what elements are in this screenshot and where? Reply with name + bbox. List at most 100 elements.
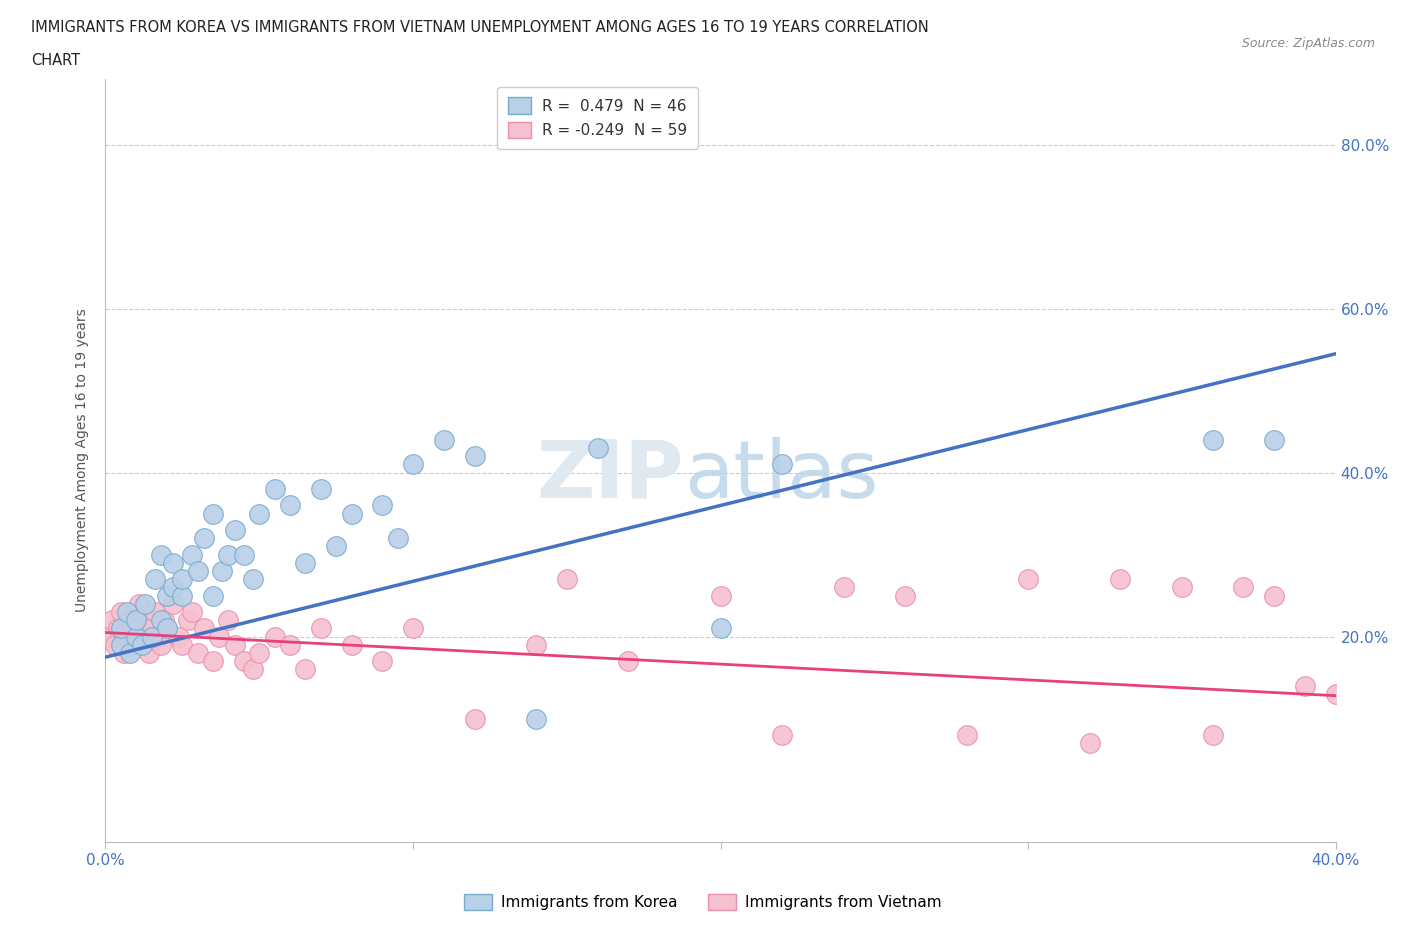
Point <box>218 547 240 562</box>
Point <box>131 630 153 644</box>
Point <box>149 637 172 652</box>
Point <box>143 572 166 587</box>
Point <box>202 654 225 669</box>
Point <box>172 588 194 603</box>
Point <box>141 630 163 644</box>
Point <box>371 654 394 669</box>
Point <box>143 604 166 619</box>
Point <box>263 482 285 497</box>
Point <box>555 572 578 587</box>
Point <box>1324 686 1347 701</box>
Point <box>232 547 254 562</box>
Point <box>433 432 456 447</box>
Text: CHART: CHART <box>31 53 80 68</box>
Point <box>153 613 176 628</box>
Point <box>263 630 285 644</box>
Point <box>110 621 132 636</box>
Point <box>232 654 254 669</box>
Point <box>208 630 231 644</box>
Point <box>387 531 409 546</box>
Point <box>162 580 184 595</box>
Point <box>224 523 246 538</box>
Point <box>242 572 264 587</box>
Point <box>187 564 209 578</box>
Point <box>278 637 301 652</box>
Point <box>156 588 179 603</box>
Point <box>115 604 138 619</box>
Point <box>464 449 486 464</box>
Point <box>1263 432 1285 447</box>
Point <box>202 588 225 603</box>
Text: atlas: atlas <box>683 436 877 514</box>
Point <box>309 482 332 497</box>
Point <box>125 613 148 628</box>
Point <box>193 621 215 636</box>
Point <box>1201 727 1223 742</box>
Point <box>218 613 240 628</box>
Point <box>138 645 160 660</box>
Point <box>1201 432 1223 447</box>
Point <box>177 613 200 628</box>
Point <box>97 630 120 644</box>
Point <box>162 596 184 611</box>
Point <box>1171 580 1194 595</box>
Point <box>371 498 394 512</box>
Point <box>125 630 148 644</box>
Point <box>464 711 486 726</box>
Point <box>242 662 264 677</box>
Point <box>134 613 156 628</box>
Point <box>120 645 141 660</box>
Point <box>524 711 547 726</box>
Point <box>122 637 145 652</box>
Point <box>110 604 132 619</box>
Point <box>894 588 917 603</box>
Point <box>149 547 172 562</box>
Point <box>112 645 135 660</box>
Point <box>340 637 363 652</box>
Point <box>128 596 150 611</box>
Point <box>710 588 733 603</box>
Point <box>104 637 127 652</box>
Point <box>169 630 191 644</box>
Point <box>107 621 129 636</box>
Point <box>617 654 640 669</box>
Point <box>156 621 179 636</box>
Point <box>211 564 233 578</box>
Point <box>1017 572 1039 587</box>
Text: Source: ZipAtlas.com: Source: ZipAtlas.com <box>1241 37 1375 50</box>
Point <box>180 547 202 562</box>
Point <box>134 596 156 611</box>
Point <box>586 441 609 456</box>
Point <box>125 621 148 636</box>
Point <box>832 580 855 595</box>
Point <box>956 727 979 742</box>
Legend: R =  0.479  N = 46, R = -0.249  N = 59: R = 0.479 N = 46, R = -0.249 N = 59 <box>498 86 697 149</box>
Point <box>247 645 270 660</box>
Point <box>1294 678 1316 693</box>
Point <box>710 621 733 636</box>
Point <box>149 613 172 628</box>
Point <box>294 662 316 677</box>
Point <box>770 457 793 472</box>
Y-axis label: Unemployment Among Ages 16 to 19 years: Unemployment Among Ages 16 to 19 years <box>76 309 90 612</box>
Point <box>110 637 132 652</box>
Point <box>224 637 246 652</box>
Point <box>172 572 194 587</box>
Point <box>294 555 316 570</box>
Point <box>156 621 179 636</box>
Point <box>100 613 122 628</box>
Point <box>278 498 301 512</box>
Point <box>1109 572 1132 587</box>
Point <box>202 506 225 521</box>
Point <box>172 637 194 652</box>
Point <box>1263 588 1285 603</box>
Point <box>524 637 547 652</box>
Legend: Immigrants from Korea, Immigrants from Vietnam: Immigrants from Korea, Immigrants from V… <box>457 886 949 918</box>
Point <box>309 621 332 636</box>
Point <box>340 506 363 521</box>
Point <box>131 637 153 652</box>
Point <box>187 645 209 660</box>
Point <box>1078 736 1101 751</box>
Point <box>247 506 270 521</box>
Point <box>402 457 425 472</box>
